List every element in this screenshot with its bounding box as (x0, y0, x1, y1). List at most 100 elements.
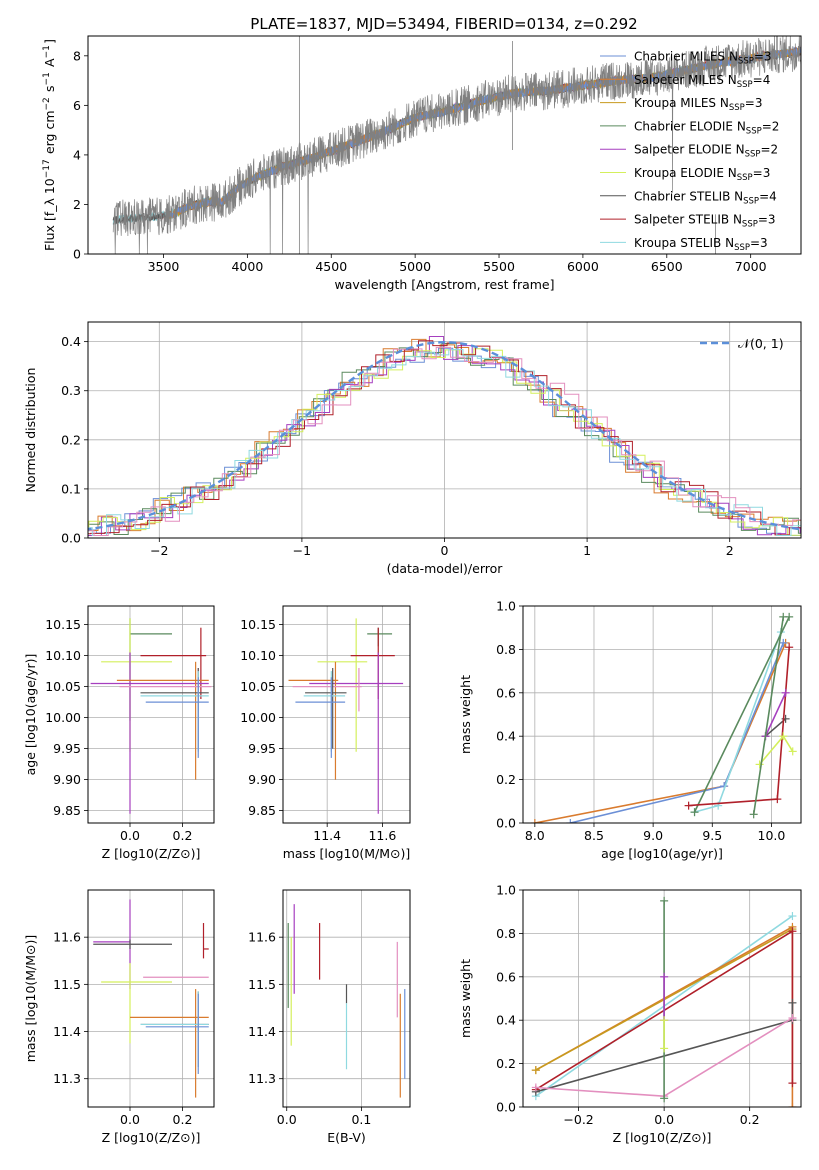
residuals-axes: −2 −1 0 1 2 0.0 0.1 0.2 0.3 0.4 𝒩(0, 1) (data-model… (23, 321, 802, 576)
x-tick-label: 0.0 (654, 1112, 674, 1127)
x-tick-label: 7000 (735, 259, 767, 274)
y-axis-label: age [log10(age/yr)] (23, 654, 38, 776)
legend-entry: Chabrier MILES NSSP=3 (634, 50, 772, 67)
axes-frame (522, 889, 802, 1108)
y-axis-label: mass [log10(M/M⊙)] (23, 935, 38, 1063)
axes-frame (87, 35, 802, 255)
label-part: Z [log10(Z/Z⊙)] (102, 846, 201, 861)
x-tick-label: 6000 (567, 259, 599, 274)
x-tick-label: 0.2 (173, 828, 193, 843)
y-tick-label: 0.0 (496, 816, 516, 831)
axes-frame (87, 605, 215, 824)
label-part: mass [log10(M/M⊙)] (283, 846, 411, 861)
massweight_vs_age-axes: 8.0 8.5 9.0 9.5 10.0 0.0 0.2 0.4 0.6 0.8 1.0 age [l… (458, 599, 802, 861)
y-tick-label: 0.4 (496, 729, 516, 744)
y-tick-label: 10.15 (240, 617, 276, 632)
y-tick-label: 9.95 (53, 741, 81, 756)
x-axis-label: wavelength [Angstrom, rest frame] (334, 277, 554, 292)
y-axis-label: mass weight (458, 959, 473, 1038)
x-tick-label: 11.4 (313, 828, 341, 843)
plot-area: 3500 4000 4500 5000 5500 6000 6500 7000 0 2 4 6 8 Cha… (23, 35, 802, 1145)
x-tick-label: 9.0 (643, 828, 663, 843)
x-axis-label: age [log10(age/yr)] (601, 846, 723, 861)
y-tick-label: 10.10 (240, 648, 276, 663)
legend-subscript: SSP (742, 220, 758, 230)
histogram-legend: 𝒩(0, 1) (700, 336, 784, 351)
x-tick-label: −2 (150, 543, 168, 558)
label-part: E(B-V) (327, 1130, 366, 1145)
label-part: s (42, 85, 57, 96)
y-tick-label: 11.3 (248, 1071, 276, 1086)
x-axis-label: E(B-V) (327, 1130, 366, 1145)
age_vs_z-axes: 0.0 0.2 9.85 9.90 9.95 10.00 10.05 10.10 10.15 Z … (23, 605, 215, 861)
y-tick-label: 8 (73, 48, 81, 63)
label-part: Flux [f_λ 10 (42, 178, 57, 251)
label-part: A (42, 58, 57, 71)
legend-name: Kroupa STELIB N (634, 236, 734, 250)
label-superscript: −2 (42, 97, 52, 110)
y-tick-label: 11.4 (248, 1024, 276, 1039)
spectrum-axes: 3500 4000 4500 5000 5500 6000 6500 7000 0 2 4 6 8 Cha… (42, 35, 802, 292)
weight-line (534, 642, 787, 823)
legend-subscript: SSP (737, 80, 753, 90)
x-tick-label: 11.6 (368, 828, 396, 843)
histogram-steps (88, 347, 801, 536)
x-tick-label: 5000 (399, 259, 431, 274)
legend-name: Kroupa MILES N (634, 96, 729, 110)
normal-curve (88, 340, 801, 531)
age_vs_z-marks (90, 618, 212, 814)
y-tick-label: 6 (73, 98, 81, 113)
massweight_vs_age-marks (530, 612, 797, 823)
y-tick-label: 10.00 (45, 710, 81, 725)
legend-subscript: SSP (738, 57, 754, 67)
legend-entry: 𝒩(0, 1) (738, 336, 784, 351)
y-tick-label: 0.1 (61, 481, 81, 496)
legend-name: Salpeter STELIB N (634, 213, 742, 227)
y-tick-label: 11.3 (53, 1071, 81, 1086)
axes-frame (87, 889, 215, 1108)
legend-count: =3 (758, 213, 776, 227)
legend-entry: Kroupa ELODIE NSSP=3 (634, 166, 770, 183)
x-axis-label: mass [log10(M/M⊙)] (283, 846, 411, 861)
y-tick-label: 10.10 (45, 648, 81, 663)
legend-name: Salpeter ELODIE N (634, 143, 745, 157)
y-tick-label: 9.90 (53, 772, 81, 787)
label-superscript: −17 (42, 159, 52, 178)
x-tick-label: 0.1 (351, 1112, 371, 1127)
x-tick-label: 6500 (651, 259, 683, 274)
mass_vs_ebv-axes: 0.0 0.1 11.3 11.4 11.5 11.6 E(B-V) (248, 889, 411, 1145)
y-tick-label: 9.85 (53, 803, 81, 818)
y-tick-label: 11.6 (53, 930, 81, 945)
y-tick-label: 10.00 (240, 710, 276, 725)
label-superscript: −1 (42, 45, 52, 58)
label-part: Z [log10(Z/Z⊙)] (102, 1130, 201, 1145)
mass_vs_z-axes: 0.0 0.2 11.3 11.4 11.5 11.6 Z [log10(Z/Z⊙)] mas… (23, 889, 215, 1145)
legend-name: Chabrier MILES N (634, 50, 738, 64)
label-part: ] (42, 39, 57, 44)
axes-frame (282, 605, 411, 824)
legend-subscript: SSP (746, 126, 762, 136)
y-tick-label: 0 (73, 247, 81, 262)
legend-entry: Salpeter ELODIE NSSP=2 (634, 143, 778, 160)
mass_vs_ebv-marks (287, 904, 406, 1098)
x-tick-label: 3500 (148, 259, 180, 274)
y-tick-label: 0.0 (496, 1100, 516, 1115)
spectrum-marks (112, 36, 801, 254)
massweight_vs_z-axes: −0.2 0.0 0.2 0.0 0.2 0.4 0.6 0.8 1.0 Z [log10(Z/Z… (458, 883, 802, 1145)
x-tick-label: 4500 (315, 259, 347, 274)
label-part: age [log10(age/yr)] (601, 846, 723, 861)
mass_vs_z-marks (93, 899, 209, 1098)
legend-count: =2 (761, 143, 779, 157)
legend-name: Salpeter MILES N (634, 73, 737, 87)
legend-entry: Kroupa STELIB NSSP=3 (634, 236, 768, 253)
y-tick-label: 0.3 (61, 383, 81, 398)
legend-count: =2 (762, 119, 780, 133)
y-tick-label: 11.4 (53, 1024, 81, 1039)
x-tick-label: 0.2 (173, 1112, 193, 1127)
legend-name: Kroupa ELODIE N (634, 166, 737, 180)
legend-entry: Salpeter MILES NSSP=4 (634, 73, 770, 90)
legend-subscript: SSP (745, 150, 761, 160)
weight-line (764, 692, 787, 737)
x-axis-label: (data-model)/error (387, 561, 504, 576)
